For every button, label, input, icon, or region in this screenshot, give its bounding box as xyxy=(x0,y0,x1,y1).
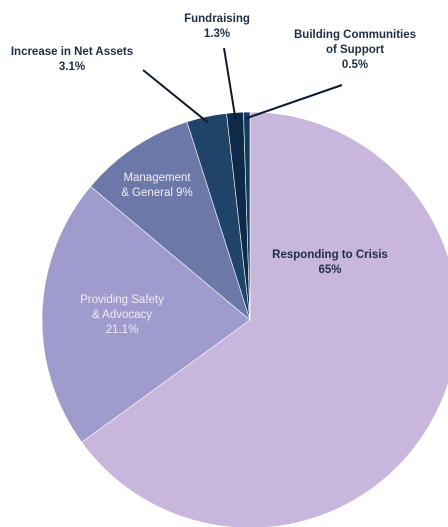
slice-label-1: Providing Safety & Advocacy 21.1% xyxy=(80,294,164,336)
leader-line-5 xyxy=(246,84,343,119)
slice-label-line: Responding to Crisis xyxy=(272,249,388,261)
slice-label-line: Management xyxy=(123,172,191,184)
slice-label-line: 3.1% xyxy=(59,61,85,73)
pie-slice-0 xyxy=(81,111,448,527)
pie-slice-5 xyxy=(243,111,251,321)
slice-label-line: 0.5% xyxy=(342,59,368,71)
slice-label-line: Building Communities xyxy=(294,29,416,41)
slice-label-5: Building Communities of Support 0.5% xyxy=(294,29,416,71)
slice-label-line: Providing Safety xyxy=(80,294,164,306)
slice-label-line: Increase in Net Assets xyxy=(11,46,133,58)
slice-label-3: Increase in Net Assets 3.1% xyxy=(11,46,133,73)
slice-label-2: Management & General 9% xyxy=(121,172,193,199)
slice-label-0: Responding to Crisis 65% xyxy=(272,249,388,276)
slice-label-line: & Advocacy xyxy=(92,309,152,321)
slice-label-line: & General 9% xyxy=(121,187,193,199)
slice-label-line: of Support xyxy=(326,44,384,56)
leader-line-3 xyxy=(142,69,209,124)
pie-slice-2 xyxy=(90,121,251,321)
slice-label-line: 21.1% xyxy=(106,324,139,336)
leader-line-4 xyxy=(223,47,237,119)
slice-label-line: Fundraising xyxy=(184,13,250,25)
slice-label-4: Fundraising 1.3% xyxy=(184,13,250,40)
slice-label-line: 1.3% xyxy=(204,28,230,40)
slice-label-line: 65% xyxy=(318,264,341,276)
pie-slice-1 xyxy=(41,185,251,443)
